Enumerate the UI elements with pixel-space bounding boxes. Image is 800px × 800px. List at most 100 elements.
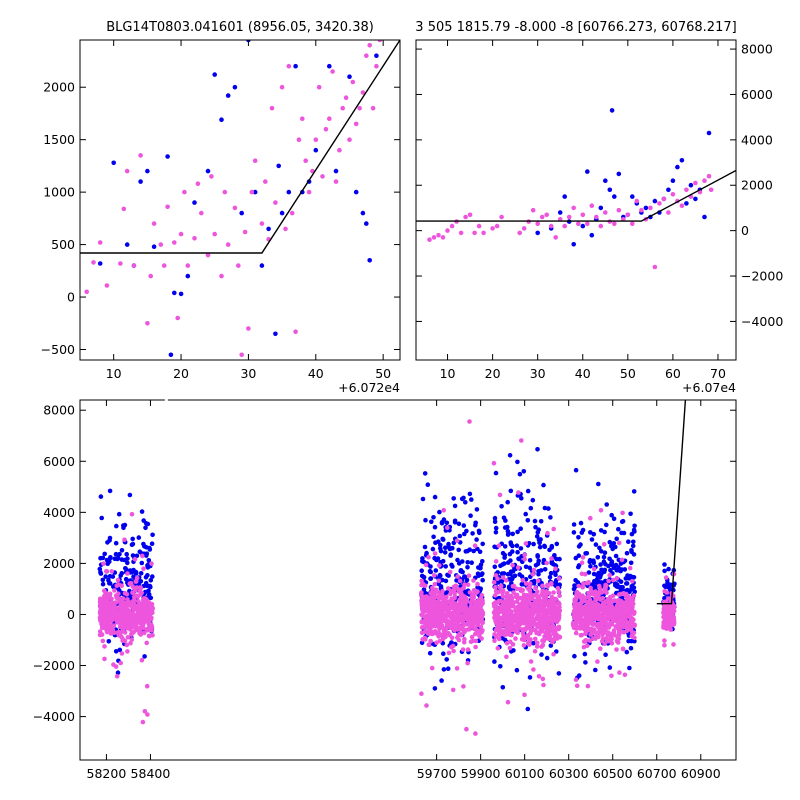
point-series-a: [628, 645, 634, 651]
point-series-b: [623, 618, 629, 624]
point-series-b: [513, 636, 518, 641]
point-series-a: [130, 553, 136, 558]
point-series-b: [596, 634, 601, 640]
point-series-b: [540, 600, 546, 605]
point-series-b: [544, 560, 549, 566]
point-series-b: [279, 84, 285, 90]
point-series-b: [149, 561, 154, 566]
point-series-a: [441, 651, 446, 656]
point-series-b: [584, 643, 590, 648]
point-series-b: [131, 263, 137, 268]
point-series-b: [423, 629, 429, 634]
point-series-a: [428, 569, 434, 575]
point-series-a: [205, 168, 211, 174]
point-series-b: [115, 619, 121, 625]
point-series-a: [440, 537, 446, 542]
point-series-a: [438, 548, 444, 554]
point-series-b: [447, 632, 453, 638]
point-series-a: [666, 187, 671, 193]
point-series-a: [688, 182, 694, 188]
point-series-a: [611, 516, 617, 522]
point-series-b: [129, 637, 135, 642]
point-series-b: [144, 616, 149, 621]
point-series-b: [446, 650, 452, 656]
point-series-b: [513, 608, 518, 613]
point-series-b: [490, 226, 495, 231]
point-series-b: [437, 603, 442, 609]
point-series-b: [581, 639, 587, 644]
point-series-b: [353, 121, 359, 127]
point-series-b: [500, 600, 506, 605]
point-series-a: [527, 565, 532, 571]
point-series-a: [110, 574, 116, 579]
point-series-b: [161, 263, 167, 268]
point-series-b: [628, 598, 633, 604]
point-series-b: [639, 207, 644, 213]
point-series-a: [510, 531, 515, 537]
point-series-a: [451, 496, 457, 501]
point-series-a: [499, 571, 505, 576]
point-series-b: [437, 563, 442, 568]
point-series-b: [144, 683, 150, 689]
point-series-a: [544, 655, 550, 661]
point-series-a: [619, 519, 625, 524]
point-series-b: [539, 214, 545, 220]
point-series-b: [630, 630, 635, 635]
point-series-b: [112, 588, 117, 593]
point-series-a: [431, 515, 436, 520]
point-series-b: [531, 601, 536, 607]
point-series-b: [532, 627, 538, 633]
point-series-a: [364, 221, 369, 226]
point-series-a: [632, 523, 637, 529]
point-series-b: [494, 223, 500, 229]
point-series-a: [514, 667, 520, 673]
point-series-b: [666, 609, 672, 615]
point-series-a: [470, 531, 475, 536]
point-series-a: [546, 506, 551, 511]
point-series-b: [496, 615, 502, 620]
point-series-b: [333, 179, 339, 184]
point-series-b: [440, 588, 445, 594]
point-series-b: [531, 667, 536, 672]
point-series-a: [632, 589, 637, 595]
point-series-b: [519, 604, 525, 609]
point-series-a: [553, 572, 558, 578]
point-series-a: [149, 541, 155, 546]
point-series-a: [616, 171, 622, 177]
point-series-a: [259, 263, 265, 268]
point-series-b: [514, 586, 520, 592]
point-series-a: [456, 547, 462, 553]
point-series-b: [693, 180, 698, 186]
point-series-b: [323, 126, 329, 132]
point-series-a: [477, 530, 482, 536]
point-series-b: [283, 226, 288, 232]
point-series-a: [542, 567, 548, 572]
point-series-a: [536, 558, 541, 564]
point-series-a: [583, 660, 588, 665]
point-series-a: [627, 589, 632, 595]
point-series-b: [589, 203, 595, 208]
point-series-a: [493, 525, 499, 531]
point-series-a: [573, 467, 579, 473]
point-series-b: [222, 189, 228, 195]
point-series-a: [105, 540, 110, 545]
point-series-b: [236, 263, 241, 268]
point-series-b: [367, 42, 373, 48]
point-series-a: [533, 563, 539, 568]
point-series-a: [129, 570, 135, 575]
point-series-a: [122, 522, 128, 528]
point-series-b: [422, 635, 428, 641]
point-series-b: [450, 687, 456, 693]
point-series-b: [555, 612, 560, 618]
point-series-b: [598, 508, 604, 513]
point-series-a: [465, 560, 471, 565]
point-series-b: [588, 585, 593, 591]
point-series-b: [126, 611, 131, 616]
point-series-b: [104, 568, 109, 574]
point-series-a: [438, 542, 443, 548]
point-series-b: [473, 599, 479, 605]
point-series-a: [117, 647, 123, 653]
point-series-b: [122, 602, 127, 607]
point-series-b: [623, 602, 629, 608]
point-series-b: [435, 612, 441, 618]
